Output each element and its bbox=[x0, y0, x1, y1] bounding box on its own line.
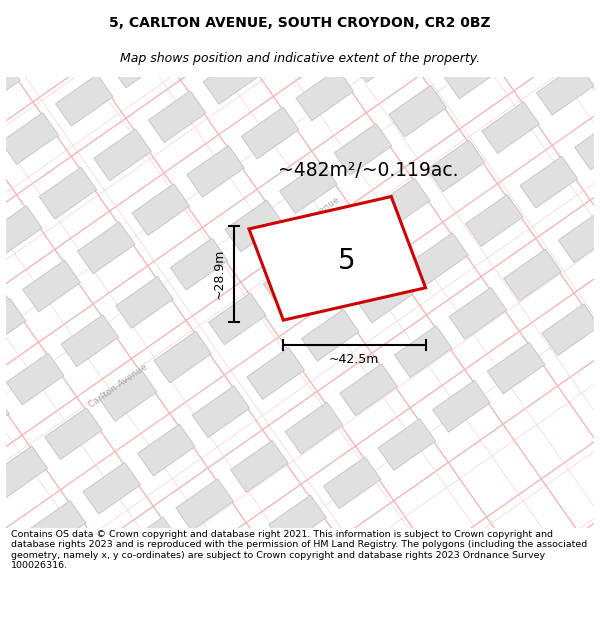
Polygon shape bbox=[100, 369, 157, 421]
Polygon shape bbox=[56, 74, 113, 126]
Polygon shape bbox=[302, 309, 359, 361]
Polygon shape bbox=[247, 348, 304, 399]
Polygon shape bbox=[258, 14, 315, 66]
Polygon shape bbox=[61, 315, 119, 367]
Polygon shape bbox=[187, 146, 244, 197]
Polygon shape bbox=[318, 216, 376, 268]
Text: Carlton Avenue: Carlton Avenue bbox=[88, 362, 149, 409]
Polygon shape bbox=[1, 112, 58, 164]
Polygon shape bbox=[121, 517, 179, 569]
Polygon shape bbox=[411, 232, 469, 284]
Polygon shape bbox=[340, 364, 397, 416]
Polygon shape bbox=[165, 0, 223, 49]
Polygon shape bbox=[203, 52, 260, 104]
Polygon shape bbox=[0, 539, 31, 591]
Polygon shape bbox=[116, 276, 173, 328]
Polygon shape bbox=[225, 200, 283, 252]
Polygon shape bbox=[449, 288, 506, 339]
Text: ~28.9m: ~28.9m bbox=[213, 249, 226, 299]
Polygon shape bbox=[596, 266, 600, 318]
Polygon shape bbox=[0, 446, 47, 498]
Polygon shape bbox=[405, 0, 463, 44]
Polygon shape bbox=[77, 222, 135, 274]
Polygon shape bbox=[67, 555, 124, 607]
Text: Carlton Avenue: Carlton Avenue bbox=[279, 196, 341, 242]
Polygon shape bbox=[389, 85, 446, 137]
Polygon shape bbox=[132, 184, 190, 236]
Polygon shape bbox=[559, 211, 600, 262]
Polygon shape bbox=[39, 168, 97, 219]
Polygon shape bbox=[7, 353, 64, 405]
Polygon shape bbox=[170, 238, 228, 290]
Polygon shape bbox=[323, 457, 381, 509]
Polygon shape bbox=[280, 162, 337, 214]
Polygon shape bbox=[482, 102, 539, 153]
Polygon shape bbox=[0, 391, 10, 443]
Polygon shape bbox=[209, 293, 266, 345]
Text: Contains OS data © Crown copyright and database right 2021. This information is : Contains OS data © Crown copyright and d… bbox=[11, 530, 587, 570]
Polygon shape bbox=[498, 9, 556, 61]
Polygon shape bbox=[28, 501, 86, 552]
Polygon shape bbox=[378, 419, 436, 471]
Polygon shape bbox=[591, 25, 600, 77]
Polygon shape bbox=[137, 424, 195, 476]
Polygon shape bbox=[443, 47, 501, 99]
Text: ~42.5m: ~42.5m bbox=[329, 353, 379, 366]
Polygon shape bbox=[356, 271, 413, 323]
Polygon shape bbox=[466, 194, 523, 246]
Polygon shape bbox=[94, 129, 151, 181]
Text: 5: 5 bbox=[338, 248, 356, 275]
Polygon shape bbox=[0, 58, 20, 110]
Polygon shape bbox=[148, 91, 206, 142]
Polygon shape bbox=[23, 260, 80, 312]
Text: ~482m²/~0.119ac.: ~482m²/~0.119ac. bbox=[278, 161, 459, 179]
Text: Map shows position and indicative extent of the property.: Map shows position and indicative extent… bbox=[120, 52, 480, 64]
Polygon shape bbox=[241, 107, 299, 159]
Polygon shape bbox=[503, 249, 561, 301]
Polygon shape bbox=[263, 254, 321, 306]
Polygon shape bbox=[542, 304, 599, 356]
Polygon shape bbox=[394, 326, 452, 378]
Polygon shape bbox=[17, 20, 75, 71]
Polygon shape bbox=[154, 331, 212, 383]
Polygon shape bbox=[285, 402, 343, 454]
Polygon shape bbox=[214, 533, 272, 585]
Polygon shape bbox=[0, 298, 26, 350]
Polygon shape bbox=[350, 31, 408, 82]
Polygon shape bbox=[44, 408, 102, 459]
Polygon shape bbox=[433, 381, 490, 432]
Polygon shape bbox=[536, 63, 594, 115]
Polygon shape bbox=[487, 342, 545, 394]
Text: 5, CARLTON AVENUE, SOUTH CROYDON, CR2 0BZ: 5, CARLTON AVENUE, SOUTH CROYDON, CR2 0B… bbox=[109, 16, 491, 30]
Polygon shape bbox=[83, 462, 140, 514]
Polygon shape bbox=[269, 495, 326, 547]
Polygon shape bbox=[296, 69, 353, 121]
Polygon shape bbox=[575, 118, 600, 170]
Polygon shape bbox=[192, 386, 250, 438]
Polygon shape bbox=[249, 196, 425, 320]
Polygon shape bbox=[176, 479, 233, 531]
Polygon shape bbox=[110, 36, 168, 88]
Polygon shape bbox=[0, 206, 42, 258]
Polygon shape bbox=[334, 124, 392, 175]
Polygon shape bbox=[373, 178, 430, 230]
Polygon shape bbox=[230, 441, 288, 493]
Polygon shape bbox=[520, 156, 578, 208]
Polygon shape bbox=[0, 151, 4, 202]
Polygon shape bbox=[427, 140, 485, 192]
